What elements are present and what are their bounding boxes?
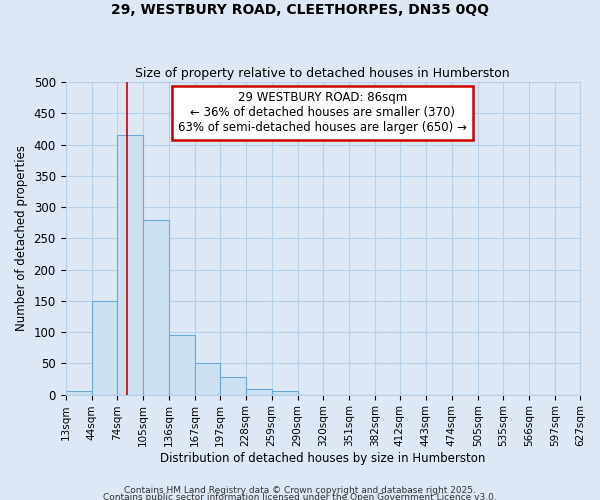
Text: 29 WESTBURY ROAD: 86sqm
← 36% of detached houses are smaller (370)
63% of semi-d: 29 WESTBURY ROAD: 86sqm ← 36% of detache… bbox=[178, 92, 467, 134]
Bar bbox=[245, 389, 272, 394]
Title: Size of property relative to detached houses in Humberston: Size of property relative to detached ho… bbox=[136, 66, 510, 80]
X-axis label: Distribution of detached houses by size in Humberston: Distribution of detached houses by size … bbox=[160, 452, 485, 465]
Bar bbox=[272, 391, 298, 394]
Y-axis label: Number of detached properties: Number of detached properties bbox=[15, 146, 28, 332]
Bar bbox=[194, 364, 220, 394]
Bar bbox=[169, 335, 194, 394]
Bar bbox=[143, 220, 169, 394]
Bar bbox=[65, 392, 92, 394]
Bar bbox=[220, 377, 245, 394]
Text: Contains HM Land Registry data © Crown copyright and database right 2025.: Contains HM Land Registry data © Crown c… bbox=[124, 486, 476, 495]
Text: Contains public sector information licensed under the Open Government Licence v3: Contains public sector information licen… bbox=[103, 494, 497, 500]
Text: 29, WESTBURY ROAD, CLEETHORPES, DN35 0QQ: 29, WESTBURY ROAD, CLEETHORPES, DN35 0QQ bbox=[111, 2, 489, 16]
Bar bbox=[116, 135, 143, 394]
Bar bbox=[92, 301, 116, 394]
